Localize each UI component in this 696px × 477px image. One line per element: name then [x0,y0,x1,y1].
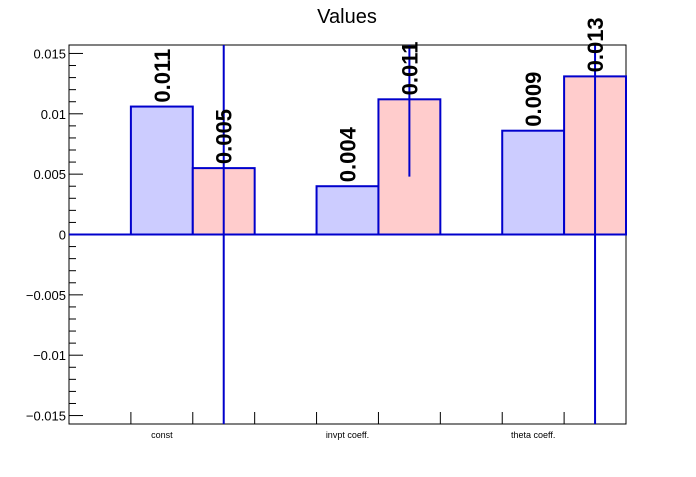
bar [129,105,194,236]
data-label: 0.009 [521,72,546,127]
bar [501,129,566,236]
data-label: 0.005 [212,109,237,164]
y-tick-label: 0 [59,228,66,243]
y-tick-label: −0.01 [33,348,66,363]
y-tick-label: 0.01 [41,107,66,122]
category-label: const [151,430,173,440]
y-tick-label: −0.005 [26,288,66,303]
category-label: invpt coeff. [326,430,369,440]
data-label: 0.004 [336,126,361,182]
chart-title: Values [317,6,377,28]
category-label: theta coeff. [511,430,555,440]
data-label: 0.011 [150,49,175,103]
data-label: 0.013 [583,17,608,72]
y-tick-label: −0.015 [26,409,66,424]
data-label: 0.011 [397,41,422,95]
y-tick-label: 0.005 [33,167,66,182]
y-tick-label: 0.015 [33,46,66,61]
bar [315,185,380,236]
